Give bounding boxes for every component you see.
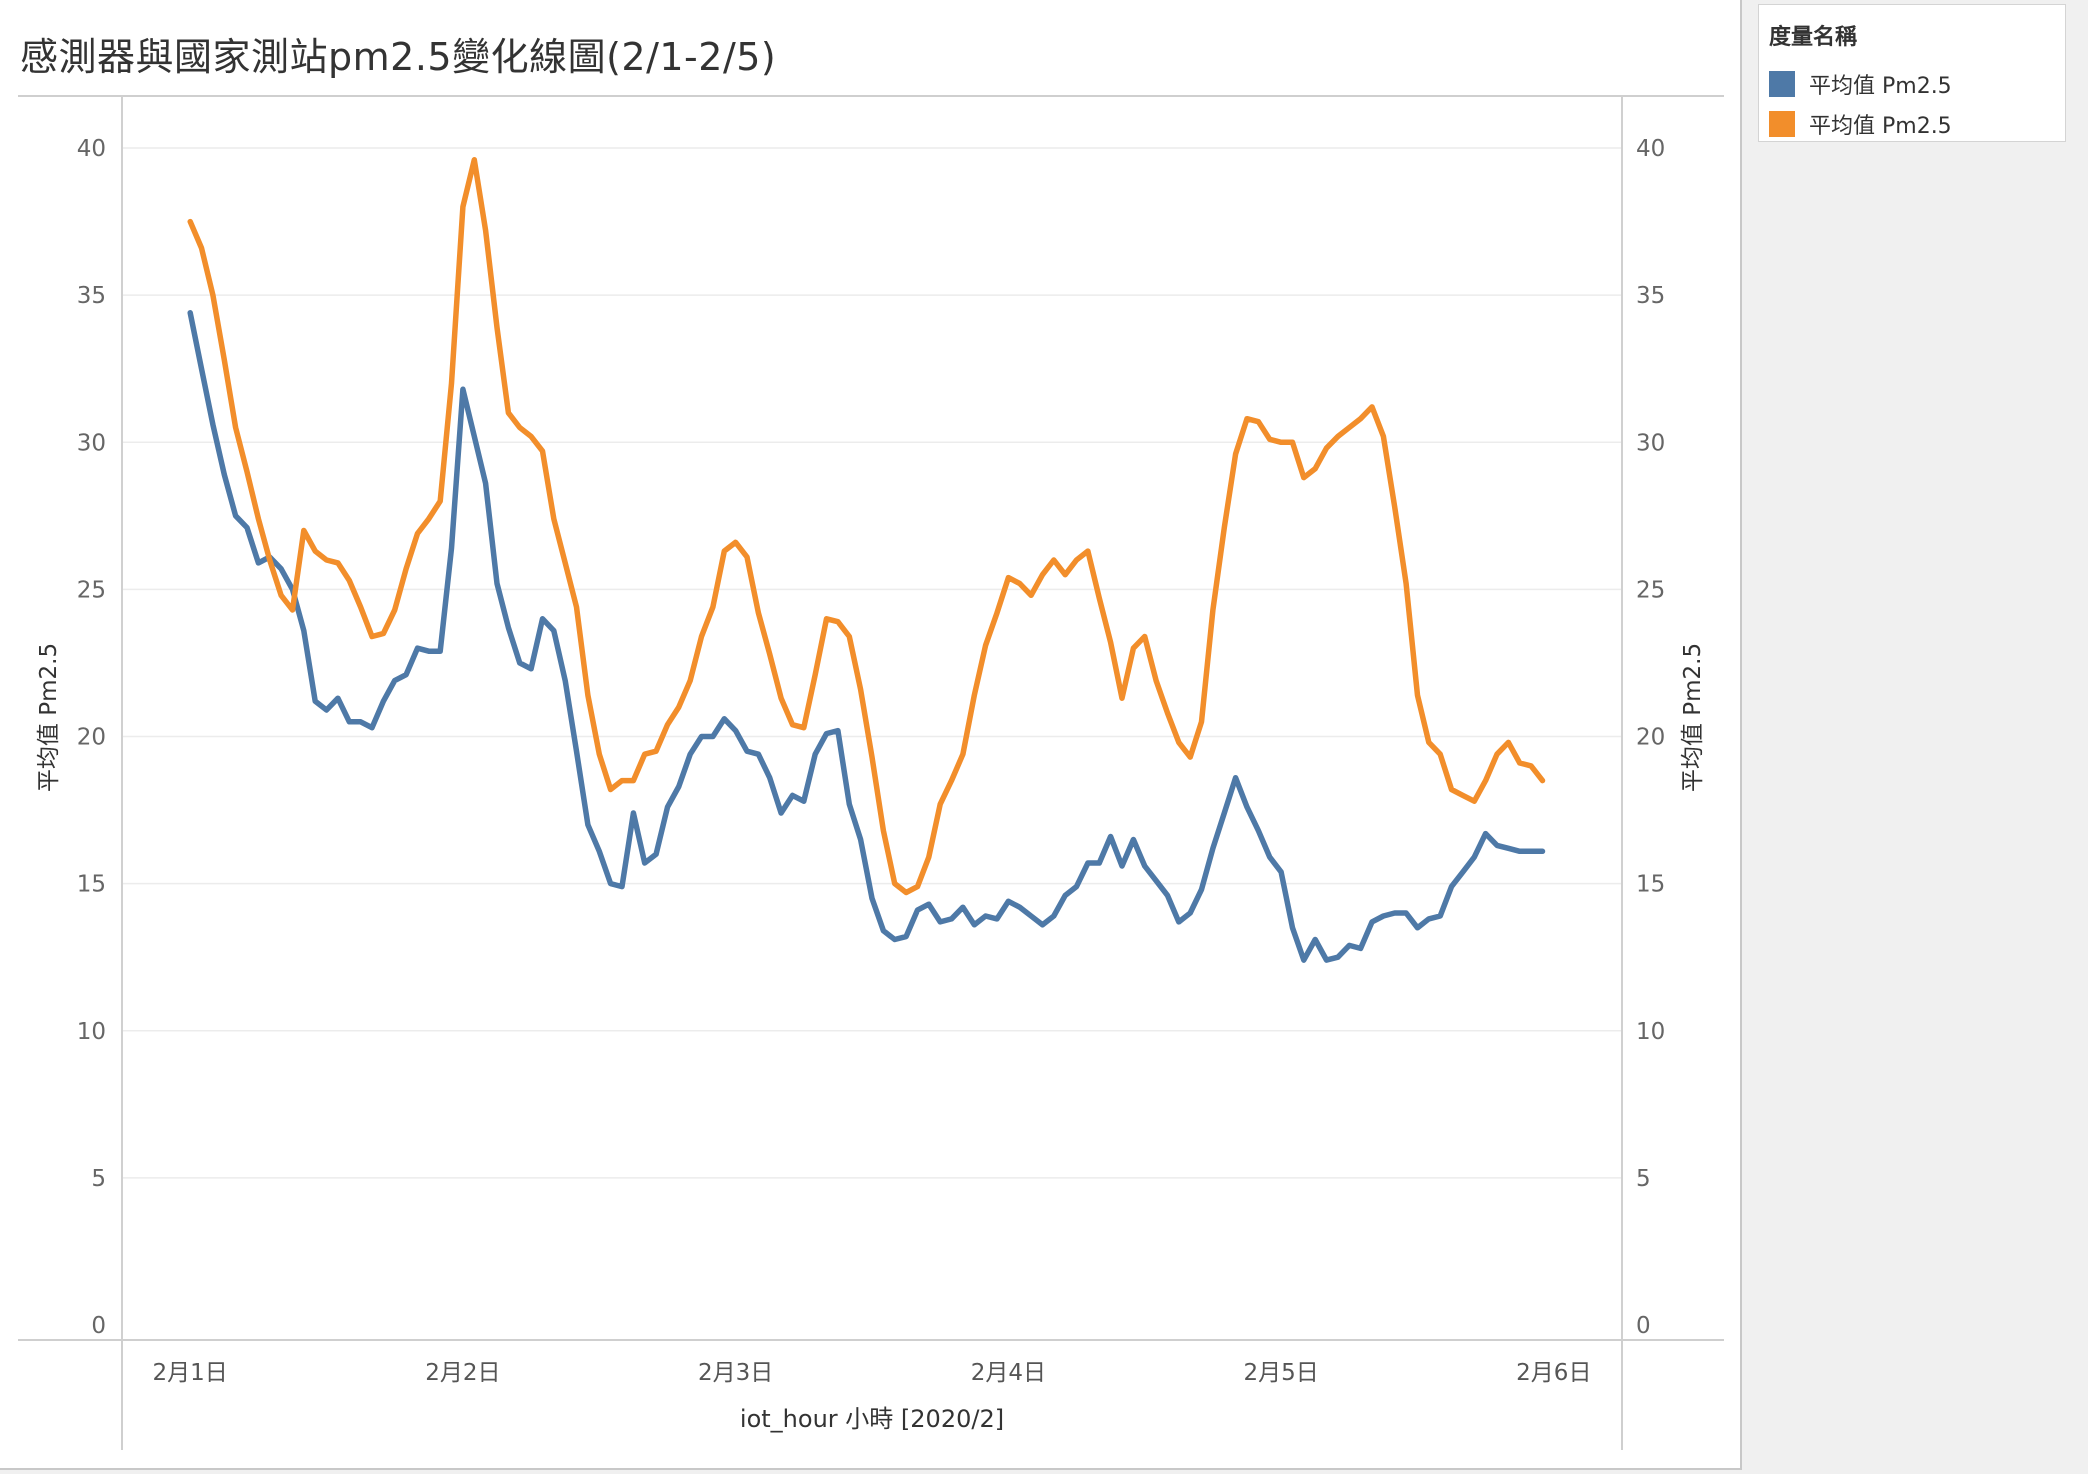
y-tick-right-0: 0 [1636,1313,1651,1339]
legend-swatch-orange [1769,111,1795,137]
y-tick-left-0: 0 [91,1313,106,1339]
x-axis-title: iot_hour 小時 [2020/2] [740,1405,1004,1433]
y-tick-right-10: 10 [1636,1019,1665,1045]
legend-label-series-1: 平均值 Pm2.5 [1809,74,1952,99]
y-tick-right-30: 30 [1636,430,1665,456]
x-tick-1: 2月2日 [425,1360,500,1386]
y-tick-right-5: 5 [1636,1166,1651,1192]
y-tick-left-25: 25 [77,577,106,603]
series-line-2 [187,157,1546,896]
y-tick-left-15: 15 [77,872,106,898]
y-axis-title-left: 平均值 Pm2.5 [36,643,62,792]
x-tick-5: 2月6日 [1516,1360,1591,1386]
y-tick-left-10: 10 [77,1019,106,1045]
legend-item-series-2[interactable]: 平均值 Pm2.5 [1769,109,1952,139]
x-tick-2: 2月3日 [698,1360,773,1386]
legend-title: 度量名稱 [1769,25,1858,50]
y-tick-right-40: 40 [1636,136,1665,162]
y-tick-right-20: 20 [1636,725,1665,751]
y-tick-left-20: 20 [77,725,106,751]
y-tick-left-30: 30 [77,430,106,456]
y-tick-right-35: 35 [1636,283,1665,309]
x-tick-3: 2月4日 [971,1360,1046,1386]
worksheet: 感測器與國家測站pm2.5變化線圖(2/1-2/5) 0 0 5 5 10 10 15 15 2… [0,0,1742,1470]
legend-item-series-1[interactable]: 平均值 Pm2.5 [1769,69,1952,99]
legend-swatch-blue [1769,71,1795,97]
chart-title: 感測器與國家測站pm2.5變化線圖(2/1-2/5) [20,35,777,79]
y-axis-title-right: 平均值 Pm2.5 [1680,643,1706,792]
y-tick-left-35: 35 [77,283,106,309]
y-tick-right-15: 15 [1636,872,1665,898]
y-tick-left-40: 40 [77,136,106,162]
legend-label-series-2: 平均值 Pm2.5 [1809,114,1952,139]
series-line-1 [187,310,1546,963]
y-tick-left-5: 5 [91,1166,106,1192]
x-tick-0: 2月1日 [153,1360,228,1386]
legend: 度量名稱 平均值 Pm2.5 平均值 Pm2.5 [1758,4,2066,142]
x-tick-4: 2月5日 [1243,1360,1318,1386]
line-chart: 0 0 5 5 10 10 15 15 20 20 25 25 30 30 35 35 40 40 平均值 Pm2.… [18,95,1724,1450]
y-tick-right-25: 25 [1636,577,1665,603]
